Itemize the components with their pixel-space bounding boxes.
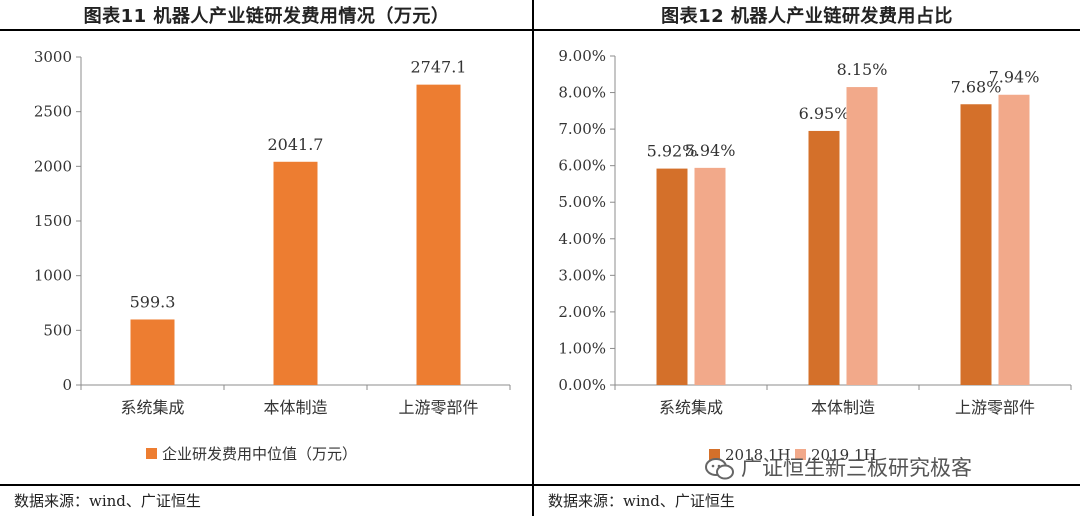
data-label: 2041.7: [268, 135, 324, 154]
legend-swatch: [709, 449, 720, 460]
data-label: 6.95%: [799, 104, 850, 123]
y-tick-label: 1000: [34, 267, 72, 285]
legend-label: 2019 1H: [811, 446, 877, 464]
panel-divider: [532, 0, 534, 516]
data-label: 2747.1: [411, 58, 467, 77]
x-category-label: 本体制造: [811, 398, 875, 417]
x-category-label: 本体制造: [263, 398, 327, 417]
right-title-rule: [534, 29, 1080, 31]
bar: [416, 84, 461, 386]
bar: [808, 130, 840, 385]
bar: [846, 87, 878, 386]
bar: [998, 94, 1030, 385]
y-tick-label: 2500: [34, 103, 72, 121]
x-category-label: 上游零部件: [955, 398, 1035, 417]
y-tick-label: 8.00%: [558, 84, 606, 102]
data-label: 5.92%: [647, 142, 698, 161]
y-tick-label: 7.00%: [558, 120, 606, 138]
right-source-rule: [534, 484, 1080, 486]
y-tick-label: 3000: [34, 48, 72, 66]
y-tick-label: 0: [62, 376, 72, 394]
y-tick-label: 6.00%: [558, 157, 606, 175]
y-tick-label: 3.00%: [558, 266, 606, 284]
right-chart-svg: 0.00% 1.00% 2.00% 3.00% 4.00% 5.00% 6.00% 7.00%…: [558, 47, 1072, 464]
x-category-label: 上游零部件: [398, 398, 478, 417]
y-tick-label: 4.00%: [558, 230, 606, 248]
left-chart-title: 图表11 机器人产业链研发费用情况（万元）: [83, 6, 450, 27]
right-chart-panel: 图表12 机器人产业链研发费用占比 0.00% 1.00% 2.00% 3.00% 4.…: [534, 0, 1080, 516]
bar: [656, 168, 688, 385]
wechat-watermark: 广证恒生新三板研究极客: [705, 452, 972, 482]
bar: [273, 161, 318, 385]
data-label: 8.15%: [837, 60, 888, 79]
y-tick-label: 9.00%: [558, 47, 606, 65]
x-category-label: 系统集成: [659, 398, 723, 417]
left-title-rule: [0, 29, 533, 31]
data-label: 5.94%: [685, 141, 736, 160]
left-chart-panel: 图表11 机器人产业链研发费用情况（万元） 0 500 1000 1500 2000 25…: [0, 0, 533, 516]
left-source-rule: [0, 484, 533, 486]
y-tick-label: 5.00%: [558, 193, 606, 211]
legend-swatch: [146, 448, 157, 459]
left-chart-svg: 0 500 1000 1500 2000 2500 3000 系统集成 599.3 本体制造 204…: [34, 48, 511, 463]
x-category-label: 系统集成: [120, 398, 184, 417]
y-tick-label: 0.00%: [558, 376, 606, 394]
y-tick-label: 500: [43, 321, 72, 339]
bar: [694, 167, 726, 385]
legend-swatch: [795, 449, 806, 460]
watermark-text: 广证恒生新三板研究极客: [741, 456, 972, 480]
data-label: 7.94%: [989, 68, 1040, 87]
bar: [130, 319, 175, 385]
data-label: 599.3: [130, 292, 176, 311]
left-source-note: 数据来源：wind、广证恒生: [14, 492, 201, 510]
legend-label: 企业研发费用中位值（万元）: [162, 445, 357, 463]
y-tick-label: 2000: [34, 157, 72, 175]
wechat-icon: [705, 458, 734, 480]
y-tick-label: 1.00%: [558, 339, 606, 357]
bar: [960, 104, 992, 386]
right-source-note: 数据来源：wind、广证恒生: [548, 492, 735, 510]
y-tick-label: 1500: [34, 212, 72, 230]
data-label: 7.68%: [951, 77, 1002, 96]
right-chart-title: 图表12 机器人产业链研发费用占比: [661, 6, 953, 27]
y-tick-label: 2.00%: [558, 303, 606, 321]
legend-label: 2018 1H: [725, 446, 791, 464]
